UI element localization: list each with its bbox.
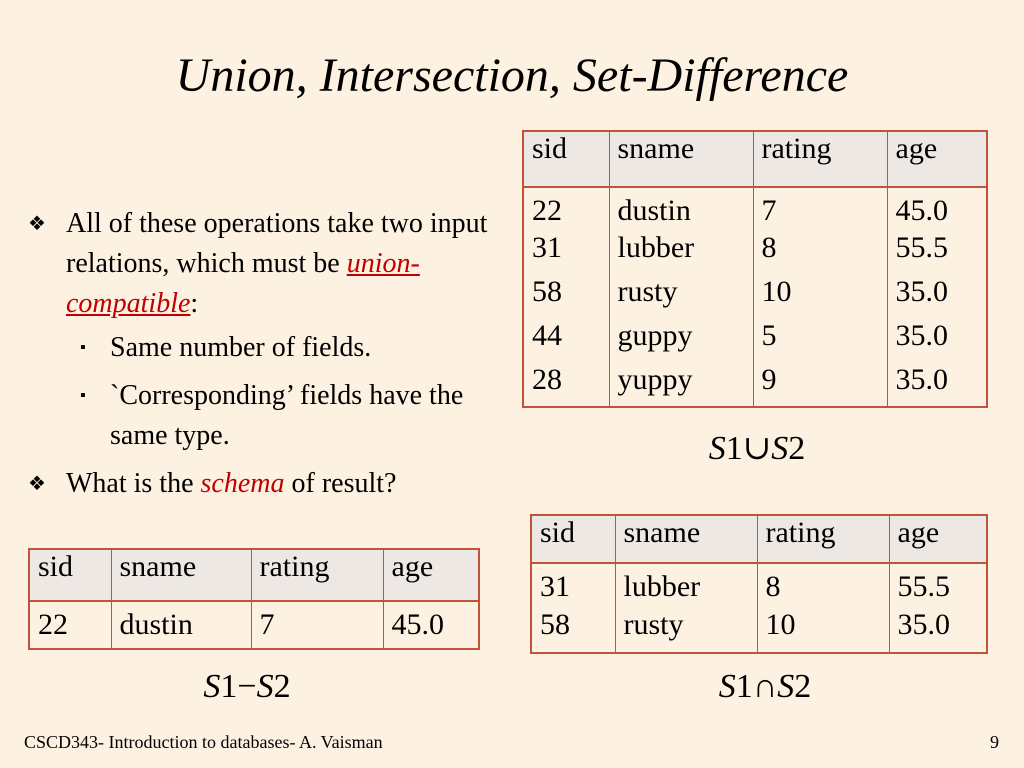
table-cell: 58 <box>522 275 610 319</box>
sub-bullet-types: ▪ `Corresponding’ fields have the same t… <box>28 376 508 456</box>
table-cell: 55.5 <box>886 231 988 275</box>
table-cell: 35.0 <box>886 363 988 407</box>
table-cell: 22 <box>28 601 112 649</box>
table-cell: 28 <box>522 363 610 407</box>
table-row: 22 dustin 7 45.0 <box>522 187 988 231</box>
column-header: sname <box>608 131 754 188</box>
column-header: sid <box>28 549 112 602</box>
slide-title: Union, Intersection, Set-Difference <box>175 49 849 102</box>
bullet-text: All of these operations take two input r… <box>66 208 488 279</box>
table-cell: 9 <box>752 363 888 407</box>
bullet-text: What is the <box>66 468 201 499</box>
bullet-text-end: : <box>190 288 199 319</box>
column-header: sid <box>522 131 610 188</box>
difference-table: sid sname rating age 22 dustin 7 45.0 <box>28 548 480 650</box>
table-row: 22 dustin 7 45.0 <box>28 601 480 649</box>
bullet-item-operations: ❖ All of these operations take two input… <box>28 204 508 324</box>
diamond-bullet-icon: ❖ <box>28 473 46 495</box>
table-cell: 8 <box>752 231 888 275</box>
column-header: age <box>888 515 988 564</box>
table-header-row: sid sname rating age <box>530 515 988 564</box>
sub-bullet-fields: ▪ Same number of fields. <box>28 328 508 368</box>
table-cell: dustin <box>608 187 754 231</box>
table-cell: guppy <box>608 319 754 363</box>
intersection-table: sid sname rating age 31 lubber 8 55.5 58 rusty 10… <box>530 514 988 654</box>
column-header: age <box>886 131 988 188</box>
diamond-bullet-icon: ❖ <box>28 213 46 235</box>
table-body: 22 dustin 7 45.0 <box>28 601 480 649</box>
table-cell: 44 <box>522 319 610 363</box>
table-cell: 35.0 <box>886 275 988 319</box>
table-cell: rusty <box>614 608 758 653</box>
table-cell: 45.0 <box>382 601 480 649</box>
bullet-text-end: of result? <box>284 468 397 499</box>
column-header: rating <box>756 515 890 564</box>
table-cell: 31 <box>522 231 610 275</box>
square-bullet-icon: ▪ <box>80 387 86 404</box>
table-cell: dustin <box>110 601 252 649</box>
column-header: age <box>382 549 480 602</box>
union-table: sid sname rating age 22 dustin 7 45.0 31 lubber 8… <box>522 130 988 408</box>
table-cell: lubber <box>608 231 754 275</box>
table-header-row: sid sname rating age <box>522 131 988 188</box>
table-cell: 10 <box>752 275 888 319</box>
footer-course: CSCD343- Introduction to databases- A. V… <box>24 732 383 752</box>
column-header: rating <box>752 131 888 188</box>
sub-bullet-text: Same number of fields. <box>110 332 372 363</box>
table-cell: 31 <box>530 563 616 608</box>
union-caption: S1∪S2 <box>708 430 806 467</box>
sub-bullet-text: `Corresponding’ fields have the same typ… <box>110 380 464 451</box>
bullet-item-schema: ❖ What is the schema of result? <box>28 464 508 504</box>
table-row: 28 yuppy 9 35.0 <box>522 363 988 407</box>
table-row: 44 guppy 5 35.0 <box>522 319 988 363</box>
table-cell: lubber <box>614 563 758 608</box>
table-cell: 35.0 <box>886 319 988 363</box>
table-row: 31 lubber 8 55.5 <box>530 563 988 608</box>
table-cell: 22 <box>522 187 610 231</box>
table-cell: 45.0 <box>886 187 988 231</box>
table-row: 31 lubber 8 55.5 <box>522 231 988 275</box>
table-cell: rusty <box>608 275 754 319</box>
table-cell: 55.5 <box>888 563 988 608</box>
union-compatible-term: union-compatible <box>66 248 420 319</box>
table-body: 22 dustin 7 45.0 31 lubber 8 55.5 58 rusty 10 35.0 4… <box>522 187 988 407</box>
table-cell: 8 <box>756 563 890 608</box>
table-cell: 10 <box>756 608 890 653</box>
table-body: 31 lubber 8 55.5 58 rusty 10 35.0 <box>530 563 988 653</box>
bullet-list: ❖ All of these operations take two input… <box>28 204 508 504</box>
table-cell: 7 <box>250 601 384 649</box>
schema-term: schema <box>200 468 285 499</box>
square-bullet-icon: ▪ <box>80 339 86 356</box>
column-header: sname <box>110 549 252 602</box>
column-header: rating <box>250 549 384 602</box>
intersection-caption: S1∩S2 <box>718 668 812 705</box>
column-header: sname <box>614 515 758 564</box>
column-header: sid <box>530 515 616 564</box>
table-cell: 35.0 <box>888 608 988 653</box>
table-row: 58 rusty 10 35.0 <box>522 275 988 319</box>
table-cell: yuppy <box>608 363 754 407</box>
table-header-row: sid sname rating age <box>28 549 480 602</box>
page-number: 9 <box>990 732 999 752</box>
difference-caption: S1−S2 <box>203 668 291 705</box>
table-cell: 5 <box>752 319 888 363</box>
table-cell: 7 <box>752 187 888 231</box>
table-row: 58 rusty 10 35.0 <box>530 608 988 653</box>
table-cell: 58 <box>530 608 616 653</box>
